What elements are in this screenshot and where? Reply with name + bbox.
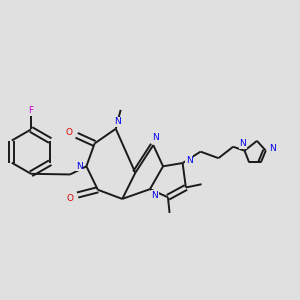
Text: N: N: [152, 134, 159, 142]
Text: N: N: [240, 139, 246, 148]
Text: O: O: [67, 194, 74, 203]
Text: O: O: [66, 128, 73, 137]
Text: N: N: [270, 143, 276, 152]
Text: N: N: [114, 117, 121, 126]
Text: N: N: [152, 190, 158, 200]
Text: N: N: [186, 156, 193, 165]
Text: F: F: [28, 106, 34, 116]
Text: N: N: [76, 162, 83, 171]
